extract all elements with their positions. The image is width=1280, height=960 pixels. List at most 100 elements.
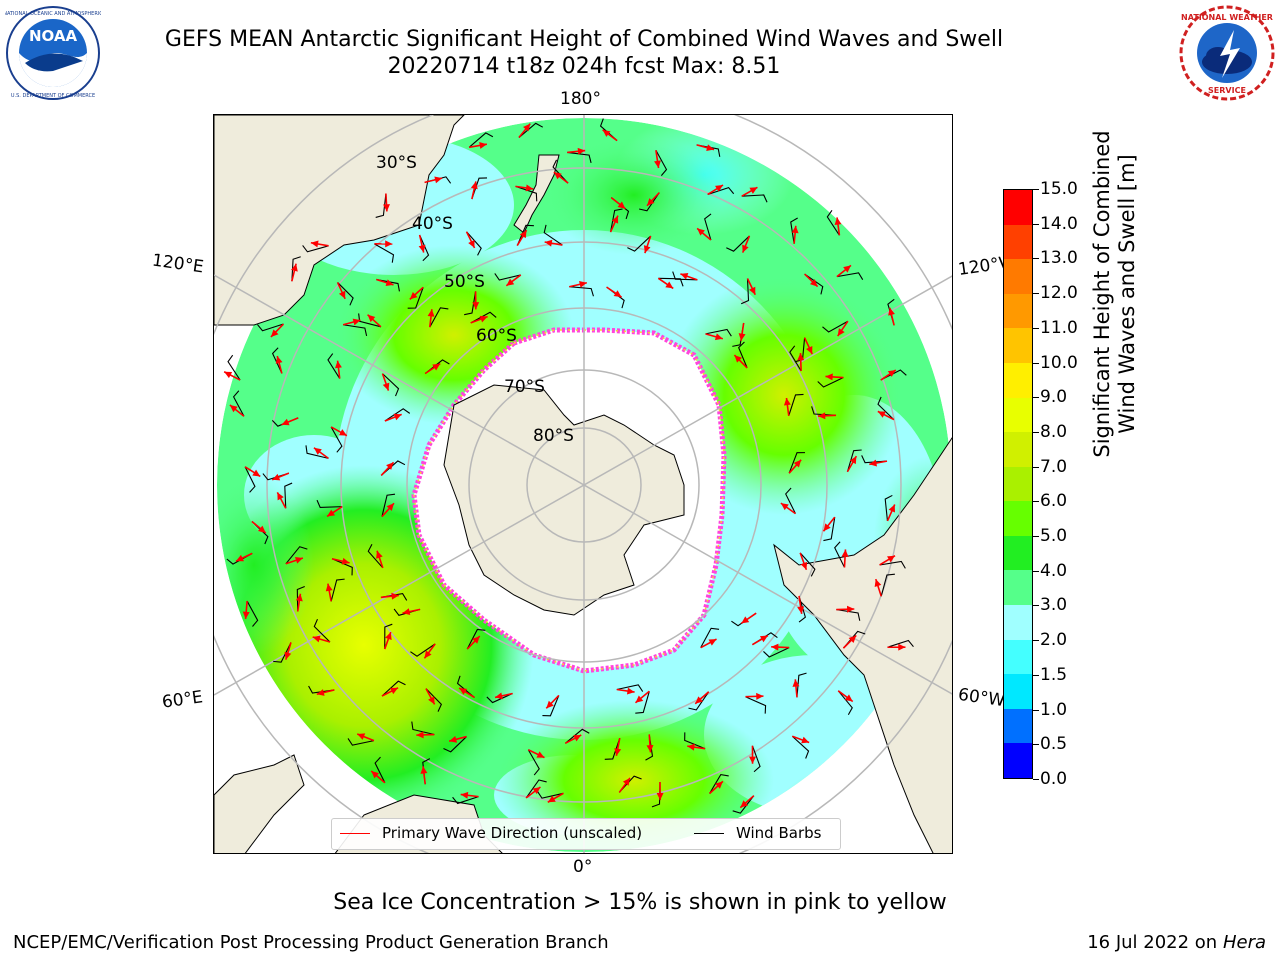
wave-direction-arrow [687,743,706,751]
colorbar-tick-mark [1033,466,1039,468]
wave-direction-arrow [694,691,710,705]
colorbar-tick-label: 8.0 [1040,421,1068,442]
colorbar-tick-mark [1033,223,1039,225]
wave-direction-arrow [751,634,769,646]
wave-direction-arrow [700,638,717,649]
wave-direction-arrow [425,688,436,705]
wind-barb [470,311,497,324]
wave-direction-arrow [416,731,435,739]
footer-date-text: 16 Jul 2022 on [1087,932,1223,953]
wave-direction-arrow [423,643,436,659]
wave-direction-arrow [381,373,390,391]
wave-direction-arrow [837,320,849,337]
wind-barb [700,627,720,648]
colorbar-segment [1004,569,1032,606]
wave-direction-arrow [825,373,844,381]
wind-barb [452,796,479,805]
wind-barb [358,313,382,328]
wave-direction-arrow [235,552,253,562]
wind-barb [884,494,893,522]
wave-direction-arrow [834,217,842,236]
wind-barb [232,390,245,417]
wave-direction-arrow [281,417,299,426]
wave-direction-arrow [797,353,805,372]
noaa-logo-icon: NOAA NATIONAL OCEANIC AND ATMOSPHERIC U.… [5,6,101,100]
wind-barb [738,341,748,369]
legend-label-wave-direction: Primary Wave Direction (unscaled) [382,824,643,842]
colorbar-segment [1004,639,1032,675]
wind-barb [627,235,652,252]
wind-barb [616,684,644,692]
wave-direction-arrow [788,459,802,474]
wind-barb [709,773,729,794]
wind-barb [823,517,836,542]
colorbar-tick-label: 1.0 [1040,699,1068,720]
wave-direction-arrow [427,309,435,328]
wave-direction-arrow [837,690,854,703]
lat-label-80s: 80°S [533,426,574,446]
wind-barb [726,235,750,252]
wind-barb [367,543,384,569]
wave-direction-arrow [518,123,531,139]
wave-direction-arrow [564,734,582,745]
colorbar-tick-label: 13.0 [1040,248,1078,269]
lat-label-50s: 50°S [444,272,485,292]
colorbar [1003,189,1033,779]
wave-direction-arrow [515,184,534,192]
colorbar-label: Significant Height of Combined Wind Wave… [1090,104,1140,484]
wave-direction-arrow [242,600,250,620]
colorbar-tick-mark [1033,431,1039,433]
red-line-icon [340,832,370,834]
wind-barb [567,151,592,163]
forecast-info: 20220714 t18z 024h fcst Max: 8.51 [387,54,781,79]
wave-direction-arrow [380,592,399,600]
wind-barb [313,618,331,643]
wave-direction-arrow [547,792,564,803]
wave-direction-arrow [316,689,335,696]
wind-barb [564,728,590,744]
wind-barb [785,487,796,514]
wave-direction-arrow [310,240,329,248]
wind-barb [227,354,241,381]
wave-direction-arrow [616,687,635,695]
wind-barb [516,224,534,246]
wave-direction-arrow [877,410,895,421]
wind-barb [494,273,521,281]
colorbar-tick-label: 11.0 [1040,317,1078,338]
wind-barb [569,286,594,297]
footer-date: 16 Jul 2022 on Hera [1087,932,1266,953]
colorbar-segment [1004,293,1032,329]
colorbar-tick-mark [1033,362,1039,364]
wave-direction-arrow [367,314,382,328]
wave-direction-arrow [223,371,241,381]
colorbar-segment [1004,604,1032,640]
colorbar-segment [1004,258,1032,294]
sea-ice [411,327,727,674]
wave-direction-arrow [525,786,541,799]
wind-barb [429,307,449,328]
colorbar-segment [1004,535,1032,571]
colorbar-tick-mark [1033,293,1039,295]
wind-barb [246,600,259,627]
wave-direction-arrow [331,557,350,565]
colorbar-tick-label: 4.0 [1040,560,1068,581]
wave-direction-arrow [291,263,298,282]
wave-direction-arrow [656,782,664,801]
wind-barb [672,271,698,281]
wind-barb [705,328,732,337]
wave-direction-arrow [654,150,661,169]
wave-direction-arrow [270,323,285,338]
wind-barb [443,736,467,753]
wave-direction-arrow [606,286,623,298]
wave-direction-arrow [705,333,724,341]
wave-direction-arrow [739,795,755,809]
wind-barb [791,735,810,759]
wave-direction-arrow [271,472,290,481]
colorbar-segment [1004,466,1032,502]
wave-direction-arrow [614,737,622,756]
wind-barb [375,193,387,218]
wave-direction-arrows-layer [223,123,906,809]
wave-direction-arrow [325,583,333,602]
colorbar-tick-label: 9.0 [1040,387,1068,408]
wave-direction-arrow [334,360,342,379]
